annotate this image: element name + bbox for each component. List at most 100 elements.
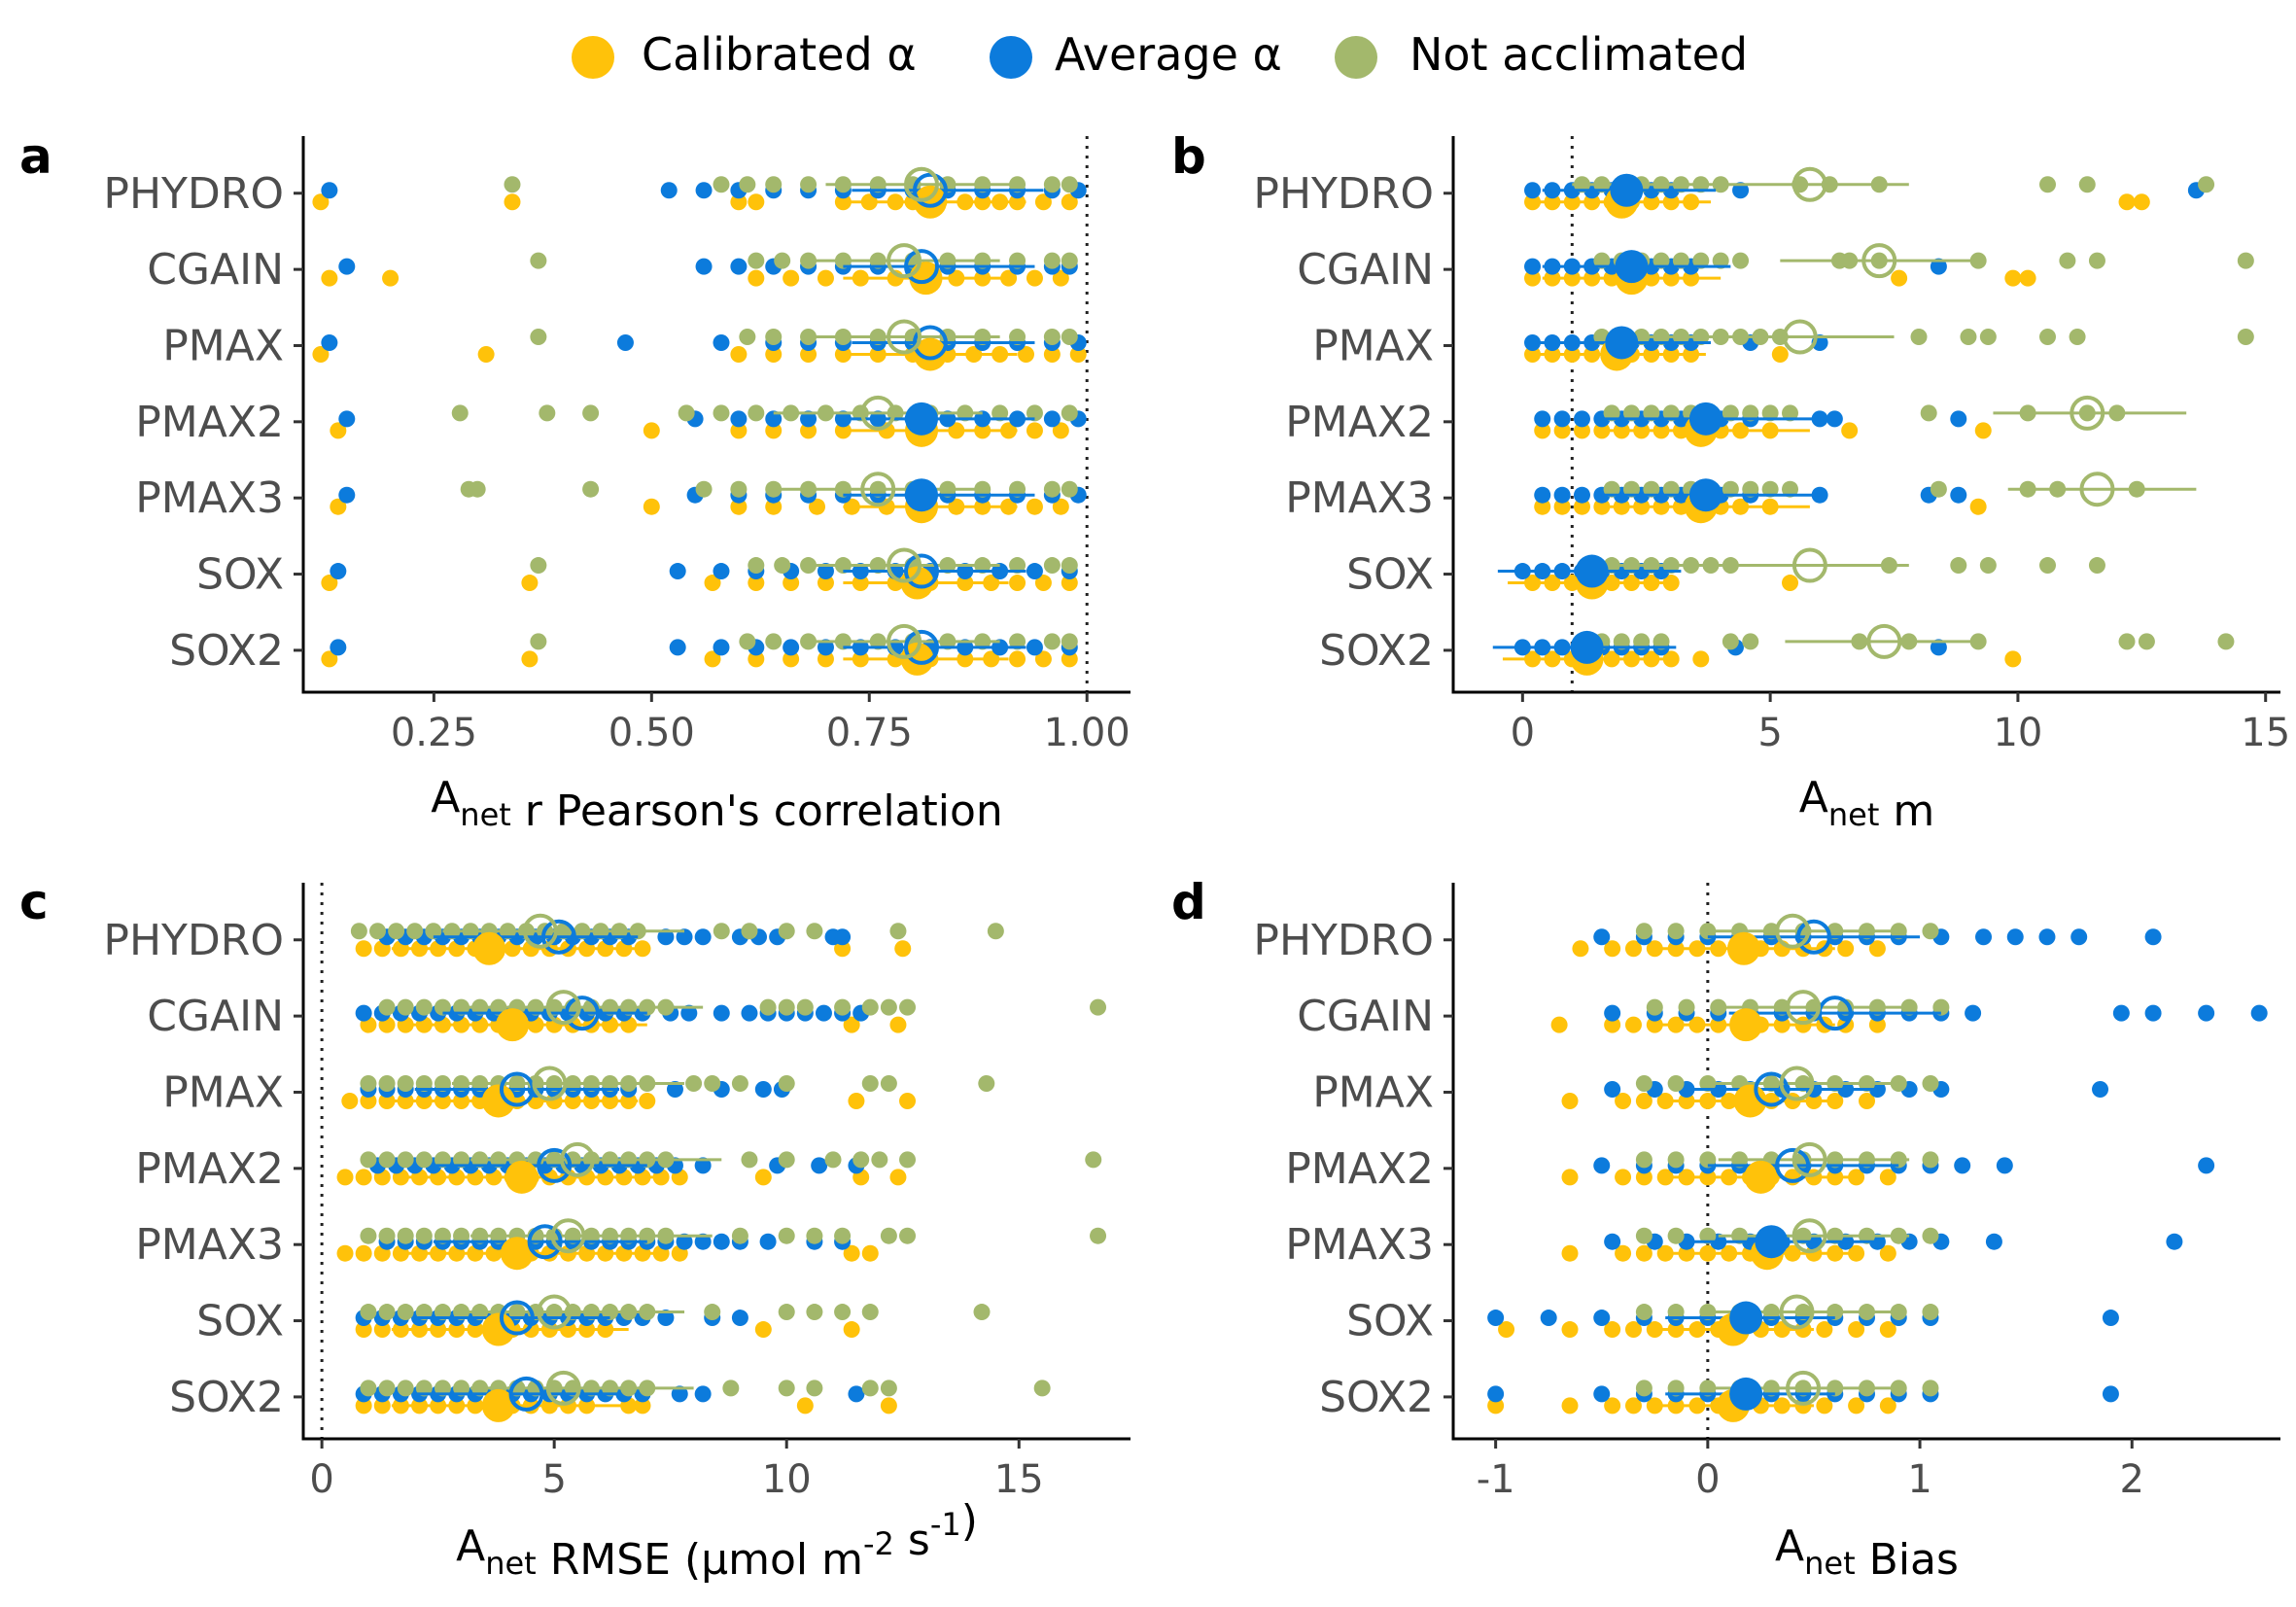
data-point: [796, 998, 814, 1016]
data-point: [1667, 1304, 1685, 1321]
data-point: [748, 557, 765, 575]
data-point: [2144, 928, 2162, 946]
data-point: [817, 575, 834, 592]
data-point: [1635, 1304, 1652, 1321]
data-point: [378, 1380, 396, 1397]
data-point: [530, 557, 547, 575]
data-point: [1604, 1397, 1621, 1415]
data-point: [1061, 252, 1078, 269]
summary-marker-group-2: [1782, 166, 2115, 659]
data-point: [616, 333, 634, 351]
x-tick-label: 15: [994, 1457, 1044, 1502]
data-point: [1561, 1397, 1579, 1415]
x-tick-label: -1: [1477, 1457, 1515, 1502]
legend-marker-2: [1335, 36, 1377, 79]
data-point: [1026, 639, 1043, 656]
data-point: [695, 258, 713, 275]
data-point: [1635, 1380, 1652, 1397]
data-point: [861, 1244, 879, 1262]
data-point: [1910, 328, 1928, 345]
data-point: [713, 563, 730, 580]
series-2: [350, 923, 1107, 1397]
summary-marker: [1786, 1370, 1822, 1406]
data-point: [2038, 328, 2056, 345]
summary-marker: [481, 1084, 515, 1118]
y-tick-label: PMAX3: [1285, 1220, 1434, 1270]
data-point: [1034, 575, 1052, 592]
data-point: [1930, 258, 1947, 275]
summary-marker: [1729, 1008, 1763, 1042]
data-point: [1879, 1244, 1896, 1262]
data-point: [360, 1304, 377, 1321]
data-point: [1879, 1321, 1896, 1339]
data-point: [1742, 404, 1759, 422]
x-axis-title-part: A: [431, 773, 460, 822]
data-point: [676, 928, 693, 946]
summary-marker: [887, 623, 922, 659]
data-point: [817, 269, 834, 287]
data-point: [676, 1233, 693, 1250]
panel-letter-b: b: [1171, 128, 1206, 185]
data-point: [453, 1380, 470, 1397]
y-tick-label: SOX: [196, 550, 284, 600]
x-axis-title: Anet m: [1799, 773, 1934, 836]
data-point: [741, 1151, 758, 1169]
data-point: [973, 1304, 991, 1321]
x-tick-label: 0: [1695, 1457, 1720, 1502]
data-point: [2006, 928, 2024, 946]
data-point: [1722, 480, 1739, 498]
data-point: [671, 1385, 688, 1403]
data-point: [817, 639, 834, 656]
data-point: [871, 1151, 888, 1169]
data-point: [666, 1080, 683, 1098]
summary-marker: [545, 990, 581, 1026]
data-point: [748, 252, 765, 269]
data-point: [834, 940, 852, 958]
data-point: [834, 1227, 852, 1244]
data-point: [1026, 563, 1043, 580]
y-tick-label: PMAX2: [1285, 1144, 1434, 1194]
y-tick-label: PMAX: [1312, 1067, 1434, 1117]
data-point: [1561, 1244, 1579, 1262]
data-point: [2198, 176, 2215, 193]
data-point: [530, 633, 547, 650]
data-point: [1061, 328, 1078, 345]
data-point: [765, 498, 783, 515]
data-point: [521, 650, 539, 668]
data-point: [1026, 269, 1043, 287]
data-point: [1930, 639, 1947, 656]
data-point: [765, 410, 783, 428]
data-point: [1603, 404, 1620, 422]
data-point: [388, 923, 405, 940]
y-tick-label: PMAX3: [1285, 473, 1434, 523]
y-tick-label: SOX2: [1319, 626, 1434, 676]
summary-marker-group-2: [860, 166, 940, 659]
data-point: [643, 498, 660, 515]
data-point: [1604, 1004, 1621, 1022]
data-point: [336, 1244, 354, 1262]
data-point: [899, 1227, 917, 1244]
data-point: [1920, 404, 1937, 422]
data-point: [2166, 1233, 2183, 1250]
data-point: [800, 410, 818, 428]
data-point: [748, 575, 765, 592]
data-point: [1624, 940, 1642, 958]
data-point: [783, 639, 800, 656]
summary-marker: [537, 1147, 573, 1183]
data-point: [397, 1227, 414, 1244]
data-point: [1043, 345, 1061, 363]
summary-marker: [1605, 326, 1639, 360]
data-point: [1678, 998, 1695, 1016]
data-point: [1979, 328, 1997, 345]
data-point: [1635, 1151, 1652, 1169]
data-point: [1922, 1380, 1939, 1397]
data-point: [1624, 1016, 1642, 1033]
data-point: [312, 345, 330, 363]
data-point: [330, 422, 347, 439]
data-point: [754, 1169, 772, 1186]
data-point: [582, 404, 600, 422]
data-point: [861, 1380, 879, 1397]
data-point: [1061, 633, 1078, 650]
data-point: [355, 1169, 372, 1186]
data-point: [1061, 193, 1078, 211]
